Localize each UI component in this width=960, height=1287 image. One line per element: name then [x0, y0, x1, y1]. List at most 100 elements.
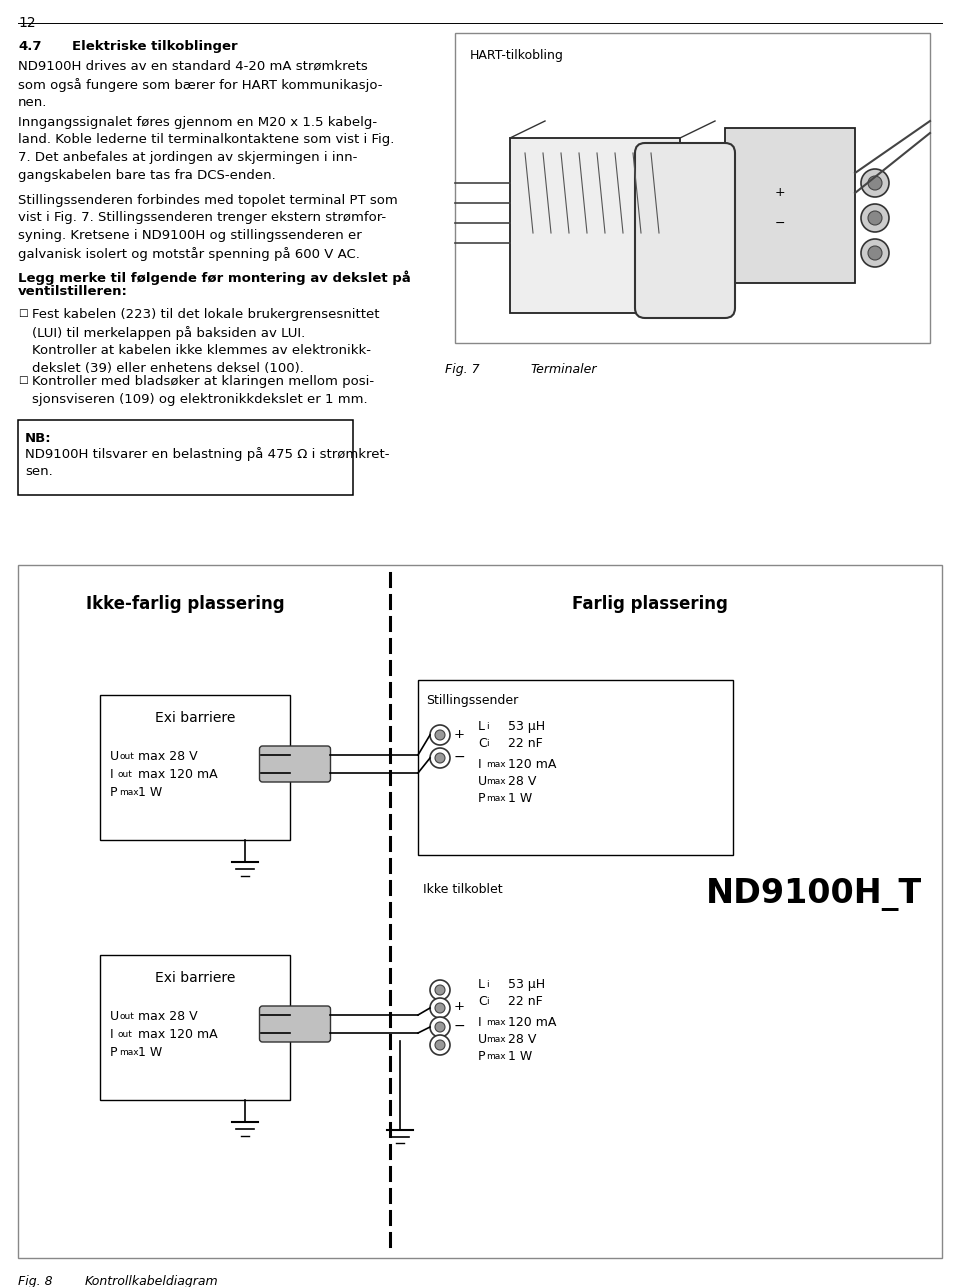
Text: 12: 12 — [18, 15, 36, 30]
Circle shape — [430, 997, 450, 1018]
Text: 53 μH: 53 μH — [500, 719, 545, 734]
Text: Exi barriere: Exi barriere — [155, 970, 235, 985]
Text: max: max — [486, 1018, 506, 1027]
Text: Fig. 8: Fig. 8 — [18, 1275, 53, 1287]
Circle shape — [861, 239, 889, 266]
Circle shape — [430, 1035, 450, 1055]
Text: 1 W: 1 W — [500, 792, 532, 804]
Circle shape — [435, 1003, 445, 1013]
Text: U: U — [110, 1010, 119, 1023]
Bar — [455, 33, 930, 344]
Text: i: i — [486, 997, 489, 1006]
Text: ND9100H_T: ND9100H_T — [706, 878, 922, 911]
Text: Inngangssignalet føres gjennom en M20 x 1.5 kabelg-
land. Koble lederne til term: Inngangssignalet føres gjennom en M20 x … — [18, 116, 395, 181]
Text: HART-tilkobling: HART-tilkobling — [470, 49, 564, 62]
Text: max: max — [486, 794, 506, 803]
Text: 120 mA: 120 mA — [500, 1015, 557, 1030]
Text: Kontrollkabeldiagram: Kontrollkabeldiagram — [85, 1275, 219, 1287]
Text: Stillingssender: Stillingssender — [426, 694, 518, 707]
Text: i: i — [486, 722, 489, 731]
Text: I: I — [110, 768, 113, 781]
Circle shape — [435, 753, 445, 763]
Circle shape — [868, 246, 882, 260]
Text: I: I — [478, 758, 482, 771]
Text: 22 nF: 22 nF — [500, 995, 542, 1008]
Circle shape — [861, 169, 889, 197]
Text: max 120 mA: max 120 mA — [134, 1028, 218, 1041]
Bar — [418, 680, 733, 855]
Text: U: U — [478, 775, 487, 788]
Text: 53 μH: 53 μH — [500, 978, 545, 991]
Text: max: max — [119, 788, 138, 797]
FancyBboxPatch shape — [259, 746, 330, 782]
Text: −: − — [775, 216, 785, 229]
Text: P: P — [478, 792, 486, 804]
Text: max 120 mA: max 120 mA — [134, 768, 218, 781]
Text: i: i — [486, 979, 489, 988]
Circle shape — [430, 725, 450, 745]
Text: Terminaler: Terminaler — [530, 363, 596, 376]
Text: U: U — [478, 1033, 487, 1046]
Text: +: + — [454, 1000, 465, 1013]
Text: P: P — [110, 1046, 117, 1059]
Bar — [725, 127, 855, 283]
Text: □: □ — [18, 308, 28, 318]
Text: Ikke-farlig plassering: Ikke-farlig plassering — [85, 595, 284, 613]
Text: ND9100H drives av en standard 4-20 mA strømkrets
som også fungere som bærer for : ND9100H drives av en standard 4-20 mA st… — [18, 60, 382, 109]
Text: Kontroller med bladsøker at klaringen mellom posi-
sjonsviseren (109) og elektro: Kontroller med bladsøker at klaringen me… — [32, 375, 374, 405]
Circle shape — [430, 1017, 450, 1037]
Text: i: i — [486, 739, 489, 748]
Text: out: out — [119, 1012, 133, 1021]
Text: 28 V: 28 V — [500, 1033, 537, 1046]
Text: C: C — [478, 995, 487, 1008]
Text: Legg merke til følgende før montering av dekslet på: Legg merke til følgende før montering av… — [18, 270, 411, 284]
Circle shape — [861, 205, 889, 232]
Text: max: max — [119, 1048, 138, 1057]
Text: out: out — [117, 770, 132, 779]
Text: Farlig plassering: Farlig plassering — [572, 595, 728, 613]
Text: out: out — [119, 752, 133, 761]
Text: C: C — [478, 737, 487, 750]
Circle shape — [435, 730, 445, 740]
Text: 22 nF: 22 nF — [500, 737, 542, 750]
Text: −: − — [454, 750, 466, 764]
Circle shape — [868, 176, 882, 190]
Text: P: P — [110, 786, 117, 799]
Text: Ikke tilkoblet: Ikke tilkoblet — [423, 883, 503, 896]
Text: max: max — [486, 1035, 506, 1044]
Text: max 28 V: max 28 V — [134, 1010, 198, 1023]
Text: +: + — [775, 187, 785, 199]
Text: □: □ — [18, 375, 28, 385]
Circle shape — [868, 211, 882, 225]
Circle shape — [435, 1022, 445, 1032]
Text: L: L — [478, 719, 485, 734]
Text: +: + — [454, 727, 465, 740]
Text: max: max — [486, 777, 506, 786]
Circle shape — [430, 979, 450, 1000]
Circle shape — [430, 748, 450, 768]
Bar — [100, 955, 290, 1100]
Text: Fest kabelen (223) til det lokale brukergrensesnittet
(LUI) til merkelappen på b: Fest kabelen (223) til det lokale bruker… — [32, 308, 379, 375]
Text: −: − — [454, 1019, 466, 1033]
Text: out: out — [117, 1030, 132, 1039]
Bar — [100, 695, 290, 840]
Text: Stillingssenderen forbindes med topolet terminal PT som
vist i Fig. 7. Stillings: Stillingssenderen forbindes med topolet … — [18, 194, 397, 261]
Text: I: I — [478, 1015, 482, 1030]
FancyBboxPatch shape — [635, 143, 735, 318]
Text: 28 V: 28 V — [500, 775, 537, 788]
Text: Elektriske tilkoblinger: Elektriske tilkoblinger — [72, 40, 238, 53]
Text: max: max — [486, 761, 506, 770]
Circle shape — [435, 985, 445, 995]
Text: ventilstilleren:: ventilstilleren: — [18, 284, 128, 299]
Text: 120 mA: 120 mA — [500, 758, 557, 771]
Text: L: L — [478, 978, 485, 991]
Text: U: U — [110, 750, 119, 763]
Text: 4.7: 4.7 — [18, 40, 41, 53]
Text: max: max — [486, 1051, 506, 1060]
Text: NB:: NB: — [25, 432, 52, 445]
Text: I: I — [110, 1028, 113, 1041]
Text: 1 W: 1 W — [134, 1046, 162, 1059]
FancyBboxPatch shape — [259, 1006, 330, 1042]
Text: Exi barriere: Exi barriere — [155, 710, 235, 725]
Circle shape — [435, 1040, 445, 1050]
